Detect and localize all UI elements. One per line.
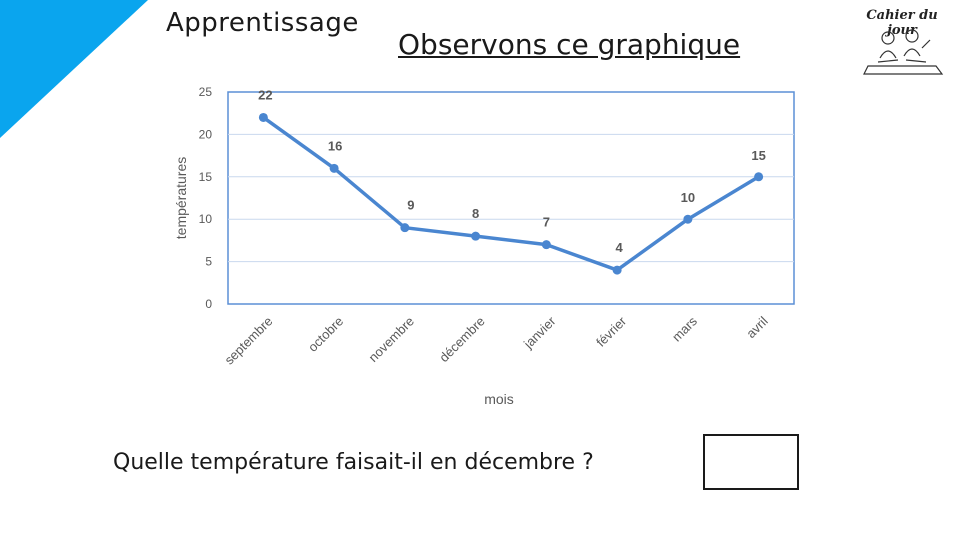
data-point (329, 163, 339, 173)
x-tick-label: janvier (520, 313, 559, 352)
logo-text: Cahier du jour (866, 8, 938, 38)
y-tick-label: 20 (199, 127, 213, 141)
data-label: 8 (472, 206, 479, 221)
data-point (471, 231, 481, 241)
x-tick-label: septembre (221, 314, 275, 368)
data-label: 4 (616, 240, 624, 255)
data-point (754, 172, 764, 182)
cahier-du-jour-logo: Cahier du jour (850, 8, 954, 80)
data-label: 22 (258, 87, 272, 102)
data-point (400, 223, 410, 233)
data-label: 16 (328, 138, 342, 153)
x-tick-label: avril (743, 313, 771, 341)
data-label: 10 (681, 190, 695, 205)
y-axis-ticks: 0 5 10 15 20 25 (199, 85, 213, 311)
y-tick-label: 0 (205, 297, 212, 311)
question-text: Quelle température faisait-il en décembr… (113, 450, 594, 475)
data-point (541, 240, 551, 250)
corner-decoration (0, 0, 148, 138)
grid-lines (228, 133, 794, 263)
slide-title: Observons ce graphique (398, 28, 741, 61)
section-label: Apprentissage (166, 8, 359, 38)
plot-area (227, 91, 795, 305)
temperature-line-chart: 0 5 10 15 20 25 septembre octobre novembre décem… (173, 85, 795, 407)
x-tick-label: mars (669, 313, 700, 344)
y-tick-label: 10 (199, 212, 213, 226)
answer-box[interactable] (703, 434, 799, 490)
data-point (612, 265, 622, 275)
x-axis-ticks: septembre octobre novembre décembre janvier f… (221, 313, 770, 368)
x-tick-label: octobre (305, 314, 346, 355)
y-tick-label: 5 (205, 255, 212, 269)
series-line (262, 116, 760, 272)
data-points (258, 112, 764, 275)
y-tick-label: 15 (199, 170, 213, 184)
y-axis-label: températures (173, 157, 189, 239)
data-label: 15 (751, 148, 765, 163)
data-labels: 22 16 9 8 7 4 10 15 (258, 87, 766, 255)
data-label: 7 (543, 215, 550, 230)
data-label: 9 (407, 198, 414, 213)
y-tick-label: 25 (199, 85, 213, 99)
data-point (683, 214, 693, 224)
data-point (258, 112, 268, 122)
x-tick-label: février (593, 313, 630, 350)
x-tick-label: novembre (366, 314, 417, 365)
x-tick-label: décembre (436, 314, 487, 365)
children-writing-illustration (863, 29, 944, 75)
x-axis-label: mois (484, 391, 514, 407)
